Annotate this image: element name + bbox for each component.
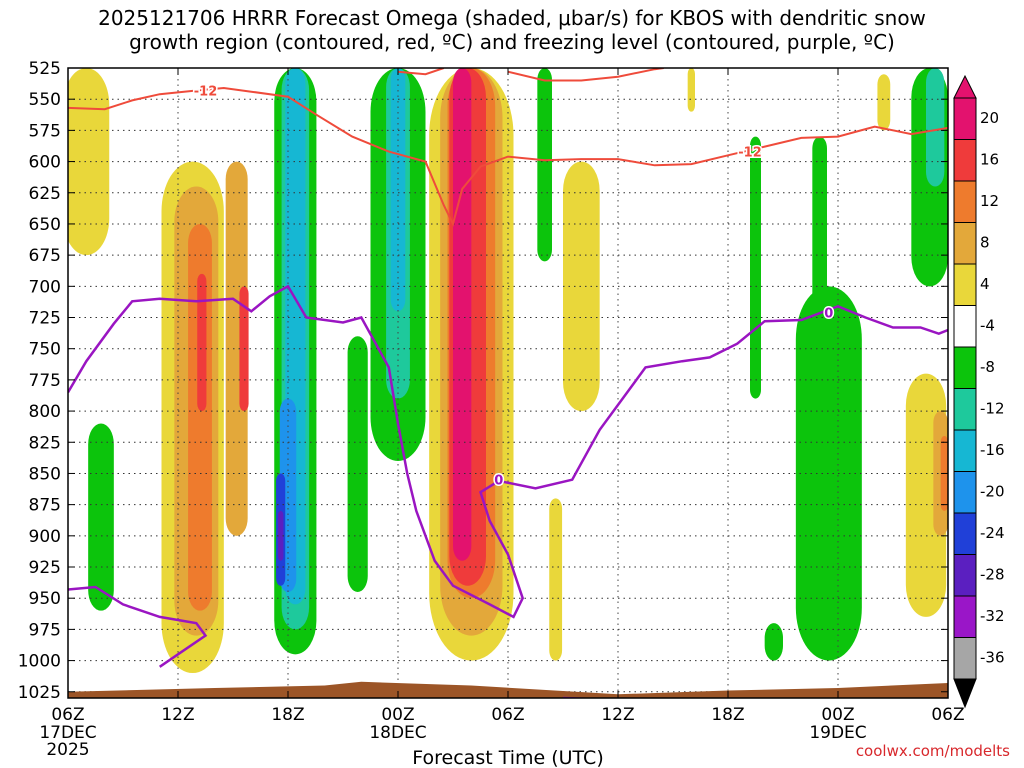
y-tick-label: 675 xyxy=(29,246,61,266)
chart-title-line2: growth region (contoured, red, ºC) and f… xyxy=(129,30,895,54)
colorbar-label: -36 xyxy=(980,649,1005,667)
y-tick-label: 650 xyxy=(29,215,61,235)
colorbar-top-arrow xyxy=(953,74,977,99)
omega-band-32 xyxy=(926,68,945,187)
colorbar-segment xyxy=(953,388,977,431)
colorbar-segment xyxy=(953,263,977,306)
colorbar-label: 12 xyxy=(980,192,999,210)
colorbar-label: -32 xyxy=(980,607,1005,625)
y-tick-label: 875 xyxy=(29,496,61,516)
colorbar-label: -28 xyxy=(980,566,1005,584)
colorbar-segment xyxy=(953,222,977,265)
y-tick-label: 775 xyxy=(29,371,61,391)
dgz-contour-line xyxy=(507,68,664,82)
freezing-level-label: 0 xyxy=(824,307,833,322)
colorbar-label: 8 xyxy=(980,234,990,252)
y-tick-label: 725 xyxy=(29,309,61,329)
colorbar-segment xyxy=(953,139,977,182)
colorbar-segment xyxy=(953,637,977,680)
chart-title-line1: 2025121706 HRRR Forecast Omega (shaded, … xyxy=(98,6,926,30)
dgz-contour-label: -12 xyxy=(738,146,762,161)
omega-band-5 xyxy=(197,273,207,412)
y-tick-label: 950 xyxy=(29,589,61,609)
colorbar-label: -16 xyxy=(980,441,1005,459)
omega-band-22 xyxy=(453,68,472,561)
omega-band-0 xyxy=(68,68,110,256)
freezing-level-line xyxy=(68,284,948,619)
omega-field: -12 -12 0 0 xyxy=(68,68,948,698)
y-tick-label: 750 xyxy=(29,340,61,360)
dgz-contour-line xyxy=(68,86,948,227)
dgz-contour-label: -12 xyxy=(194,84,218,99)
omega-band-25 xyxy=(537,68,552,262)
colorbar-segment xyxy=(953,554,977,597)
y-tick-label: 625 xyxy=(29,184,61,204)
y-tick-label: 825 xyxy=(29,433,61,453)
colorbar-bottom-arrow xyxy=(953,678,977,709)
x-tick-label: 06Z xyxy=(491,705,524,725)
x-tick-label: 18Z xyxy=(711,705,744,725)
colorbar-label: 16 xyxy=(980,151,999,169)
omega-band-28 xyxy=(764,623,783,661)
site-credit: coolwx.com/modelts xyxy=(855,742,1010,760)
y-tick-label: 575 xyxy=(29,121,61,141)
y-tick-label: 925 xyxy=(29,558,61,578)
omega-band-13 xyxy=(277,510,284,561)
y-tick-label: 900 xyxy=(29,527,61,547)
x-axis-label: Forecast Time (UTC) xyxy=(412,747,603,768)
x-date-label: 19DEC xyxy=(809,723,866,743)
colorbar-segment xyxy=(953,595,977,638)
y-tick-label: 700 xyxy=(29,277,61,297)
colorbar-label: -4 xyxy=(980,317,995,335)
x-date-label: 17DEC xyxy=(39,723,96,743)
omega-band-14 xyxy=(347,336,368,592)
omega-band-24 xyxy=(549,498,563,661)
colorbar-label: 4 xyxy=(980,275,990,293)
y-tick-label: 600 xyxy=(29,153,61,173)
colorbar-segment xyxy=(953,346,977,389)
omega-band-6 xyxy=(225,161,248,536)
colorbar-segment xyxy=(953,180,977,223)
omega-band-26 xyxy=(687,68,695,112)
x-tick-label: 06Z xyxy=(51,705,84,725)
x-tick-label: 18Z xyxy=(271,705,304,725)
colorbar-label: -8 xyxy=(980,358,995,376)
colorbar-label: -20 xyxy=(980,483,1005,501)
x-tick-label: 00Z xyxy=(821,705,854,725)
x-date-label: 18DEC xyxy=(369,723,426,743)
y-tick-label: 550 xyxy=(29,90,61,110)
y-tick-label: 1025 xyxy=(18,683,61,703)
omega-band-30 xyxy=(812,136,827,412)
y-tick-label: 525 xyxy=(29,59,61,79)
x-tick-label: 00Z xyxy=(381,705,414,725)
x-tick-label: 12Z xyxy=(601,705,634,725)
y-tick-label: 1000 xyxy=(18,652,61,672)
colorbar-segment xyxy=(953,97,977,140)
freezing-level-line xyxy=(68,585,208,668)
omega-band-33 xyxy=(877,74,891,131)
x-tick-label: 12Z xyxy=(161,705,194,725)
x-year-label: 2025 xyxy=(46,740,89,760)
colorbar-segment xyxy=(953,429,977,472)
y-tick-label: 975 xyxy=(29,620,61,640)
x-tick-label: 06Z xyxy=(931,705,964,725)
y-tick-label: 850 xyxy=(29,464,61,484)
y-tick-label: 800 xyxy=(29,402,61,422)
colorbar-label: -24 xyxy=(980,524,1005,542)
colorbar-label: 20 xyxy=(980,109,999,127)
dgz-contour-line xyxy=(397,68,445,76)
omega-band-1 xyxy=(88,423,114,611)
colorbar-segment xyxy=(953,305,977,348)
freezing-level-label: 0 xyxy=(494,474,503,489)
colorbar-segment xyxy=(953,512,977,555)
omega-band-27 xyxy=(750,136,761,399)
colorbar-label: -12 xyxy=(980,400,1005,418)
colorbar-segment xyxy=(953,471,977,514)
